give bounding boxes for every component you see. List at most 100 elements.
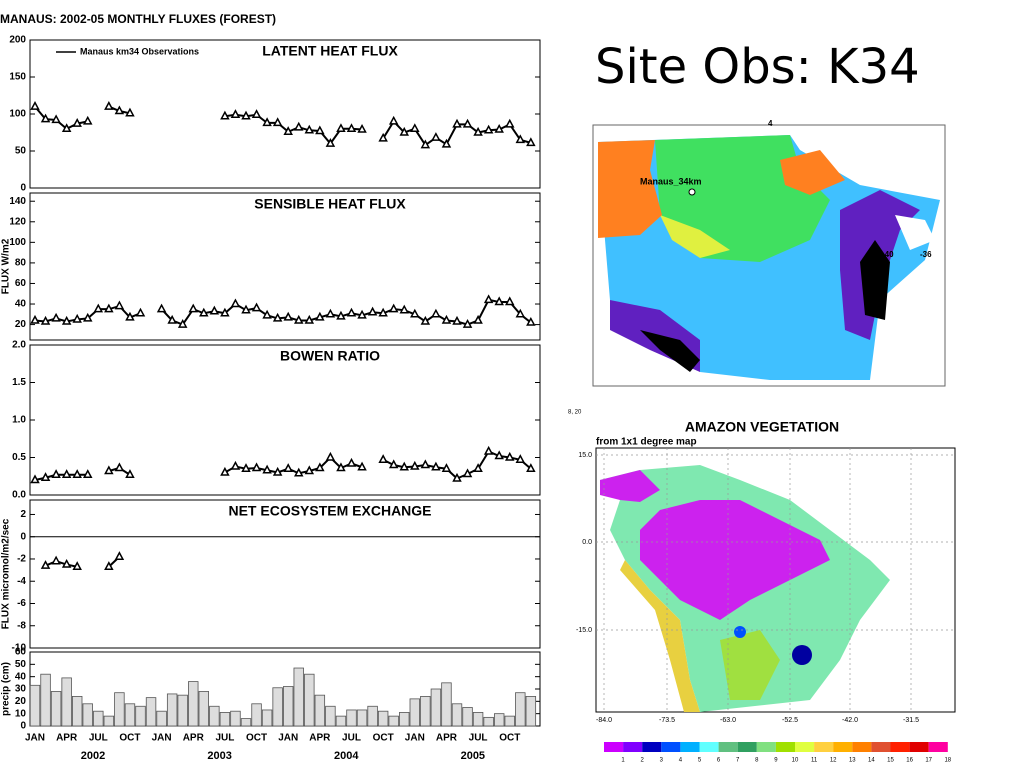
panel-title: SENSIBLE HEAT FLUX bbox=[254, 196, 406, 212]
marker bbox=[462, 318, 473, 328]
marker bbox=[410, 308, 420, 318]
bar bbox=[29, 684, 41, 727]
colorbar-swatch bbox=[756, 742, 776, 752]
marker bbox=[262, 464, 272, 474]
marker bbox=[272, 466, 283, 476]
marker bbox=[199, 307, 209, 317]
marker bbox=[410, 123, 420, 133]
lat-label: -15.0 bbox=[576, 627, 592, 634]
y-tick-label: -6 bbox=[17, 598, 26, 609]
marker bbox=[504, 451, 515, 461]
marker bbox=[156, 303, 167, 313]
x-tick-label: OCT bbox=[373, 733, 394, 744]
bar bbox=[50, 691, 62, 727]
colorbar-label: 14 bbox=[868, 758, 875, 764]
bar bbox=[367, 705, 378, 727]
bar bbox=[293, 667, 304, 727]
bar bbox=[124, 703, 136, 727]
colorbar-swatch bbox=[699, 742, 719, 752]
marker bbox=[51, 312, 61, 322]
x-tick-label: OCT bbox=[246, 733, 267, 744]
marker bbox=[473, 126, 483, 136]
marker bbox=[114, 462, 125, 472]
marker bbox=[431, 461, 441, 471]
marker bbox=[40, 113, 51, 123]
marker bbox=[431, 308, 441, 318]
colorbar-swatch bbox=[833, 742, 853, 752]
marker bbox=[357, 123, 367, 133]
x-tick-label: JAN bbox=[405, 733, 425, 744]
marker bbox=[293, 467, 304, 477]
colorbar-label: 12 bbox=[830, 758, 837, 764]
year-label: 2002 bbox=[81, 750, 105, 762]
bar bbox=[304, 673, 315, 727]
marker bbox=[473, 463, 483, 472]
colorbar-swatch bbox=[775, 742, 795, 752]
marker bbox=[452, 472, 462, 482]
colorbar-swatch bbox=[680, 742, 700, 752]
bar bbox=[451, 703, 463, 727]
y-tick-label: 0 bbox=[20, 183, 26, 194]
marker bbox=[135, 307, 146, 317]
colorbar-swatch bbox=[871, 742, 891, 752]
marker bbox=[51, 114, 61, 124]
marker bbox=[367, 306, 378, 316]
y-axis-label: FLUX micromol/m2/sec bbox=[1, 518, 12, 629]
y-tick-label: 100 bbox=[9, 109, 26, 120]
bar bbox=[462, 707, 473, 727]
marker bbox=[494, 123, 504, 133]
y-tick-label: 1.5 bbox=[12, 377, 26, 388]
y-tick-label: 1.0 bbox=[12, 415, 26, 426]
colorbar-label: 6 bbox=[717, 758, 721, 764]
bar bbox=[72, 696, 83, 727]
marker bbox=[82, 312, 93, 322]
colorbar-swatch bbox=[909, 742, 929, 752]
marker bbox=[357, 309, 367, 319]
bar bbox=[93, 710, 104, 727]
y-tick-label: 80 bbox=[15, 258, 27, 269]
marker bbox=[357, 461, 367, 471]
marker bbox=[40, 315, 51, 325]
marker bbox=[114, 105, 125, 115]
panel-title: BOWEN RATIO bbox=[280, 348, 380, 364]
marker bbox=[251, 462, 262, 472]
y-axis-label: FLUX W/m2 bbox=[1, 238, 12, 294]
marker bbox=[315, 125, 325, 135]
marker bbox=[483, 294, 494, 304]
y-tick-label: 60 bbox=[15, 278, 27, 289]
colorbar-label: 13 bbox=[849, 758, 856, 764]
marker bbox=[251, 109, 262, 118]
y-tick-label: 20 bbox=[15, 696, 27, 707]
marker bbox=[399, 304, 410, 314]
y-tick-label: 0.0 bbox=[12, 490, 26, 501]
lon-label: -31.5 bbox=[903, 717, 919, 724]
bar bbox=[515, 692, 526, 727]
bar bbox=[335, 715, 347, 727]
marker bbox=[346, 123, 357, 133]
map-title: AMAZON VEGETATION bbox=[685, 419, 839, 435]
x-tick-label: JAN bbox=[25, 733, 45, 744]
y-tick-label: 20 bbox=[15, 319, 27, 330]
y-tick-label: 0 bbox=[20, 721, 26, 732]
marker bbox=[230, 460, 241, 470]
marker bbox=[410, 460, 420, 470]
bar bbox=[177, 694, 188, 727]
marker bbox=[515, 454, 526, 463]
y-tick-label: -4 bbox=[17, 576, 26, 587]
colorbar-swatch bbox=[795, 742, 815, 752]
marker bbox=[30, 101, 40, 110]
figure-title: MANAUS: 2002-05 MONTHLY FLUXES (FOREST) bbox=[0, 12, 276, 26]
marker bbox=[209, 305, 220, 315]
y-tick-label: -2 bbox=[17, 554, 26, 565]
marker bbox=[61, 469, 72, 478]
marker bbox=[473, 314, 483, 324]
x-tick-label: JUL bbox=[469, 733, 488, 744]
lon-label: -63.0 bbox=[720, 717, 736, 724]
bar bbox=[261, 709, 273, 727]
marker bbox=[462, 118, 473, 128]
marker bbox=[504, 296, 515, 306]
marker bbox=[504, 118, 515, 128]
marker bbox=[388, 459, 399, 469]
y-tick-label: 100 bbox=[9, 237, 26, 248]
